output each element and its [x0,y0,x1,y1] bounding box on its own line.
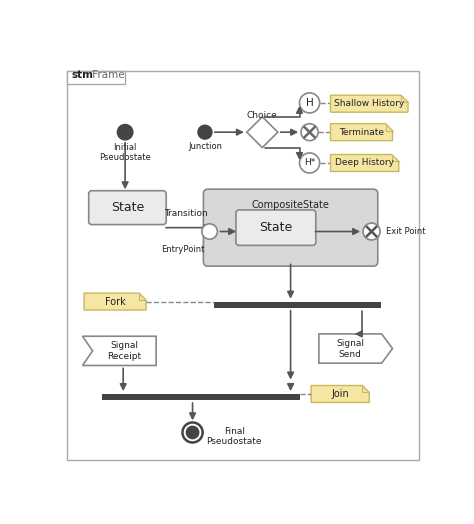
Text: Transition: Transition [164,210,208,219]
Text: State: State [111,201,144,214]
Text: Final
Pseudostate: Final Pseudostate [207,427,262,446]
Polygon shape [330,124,392,140]
FancyBboxPatch shape [67,71,419,460]
Text: Shallow History: Shallow History [334,99,404,108]
Text: Fork: Fork [105,297,126,307]
Polygon shape [330,95,408,112]
Polygon shape [319,334,392,363]
FancyBboxPatch shape [67,71,125,84]
FancyBboxPatch shape [203,189,378,266]
Text: CompositeState: CompositeState [252,200,329,210]
Polygon shape [247,117,278,148]
Circle shape [186,427,199,439]
Polygon shape [330,155,399,171]
FancyBboxPatch shape [236,210,316,245]
Text: H: H [306,98,313,108]
Circle shape [301,124,318,140]
Text: Signal
Send: Signal Send [336,339,364,358]
Text: Deep History: Deep History [335,158,394,168]
Polygon shape [82,336,156,366]
Polygon shape [311,386,369,402]
Text: Signal
Receipt: Signal Receipt [107,341,141,361]
Text: H*: H* [304,158,315,168]
Text: Terminate: Terminate [339,128,384,137]
Text: Exit Point: Exit Point [385,227,425,236]
FancyBboxPatch shape [89,191,166,225]
Text: Junction: Junction [188,142,222,151]
Text: Initial
Pseudostate: Initial Pseudostate [99,143,151,162]
Text: EntryPoint: EntryPoint [161,245,204,254]
Text: stm: stm [72,70,94,80]
Bar [214,302,381,308]
Circle shape [198,125,212,139]
Text: State: State [259,221,292,234]
Circle shape [182,422,202,442]
Circle shape [363,223,380,240]
Circle shape [300,153,319,173]
Bar [102,394,300,400]
Circle shape [202,224,218,239]
Circle shape [300,93,319,113]
Text: Join: Join [331,389,349,399]
Text: Choice: Choice [247,112,278,121]
Polygon shape [84,293,146,310]
Circle shape [118,125,133,140]
Text: Frame: Frame [89,70,124,80]
